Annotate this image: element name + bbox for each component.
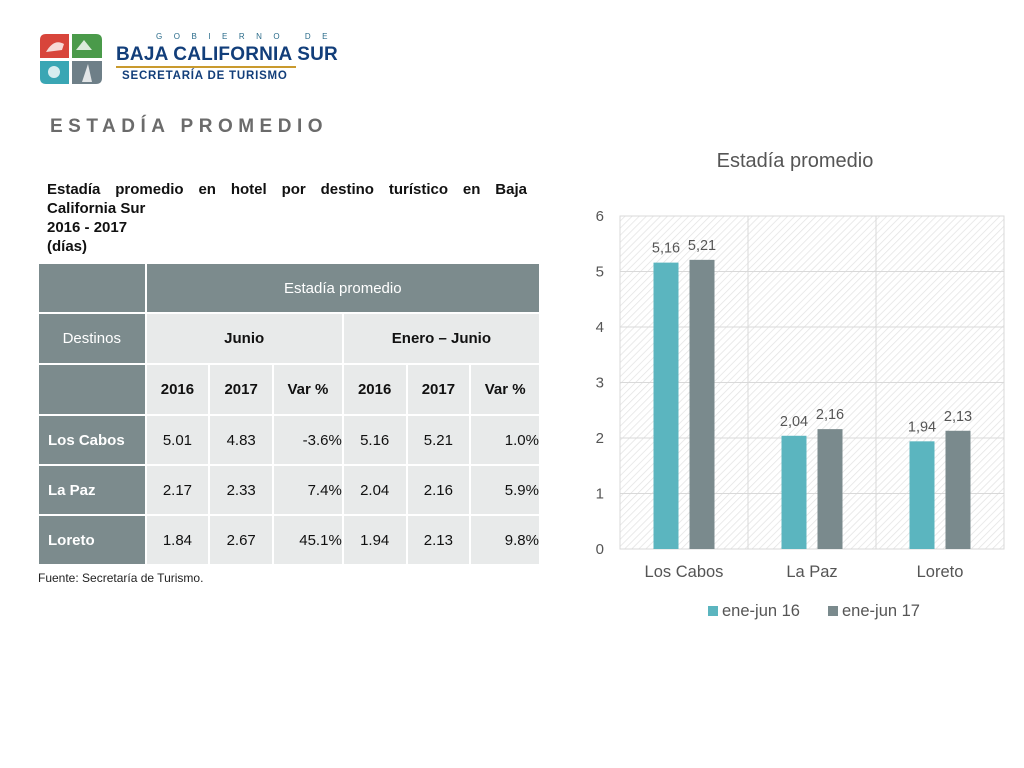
subheader-cell: 2016 — [341, 363, 408, 416]
caption-line-1: Estadía promedio en hotel por destino tu… — [47, 181, 527, 198]
table-cell: 9.8% — [469, 514, 541, 566]
group-header-cell: Estadía promedio — [144, 262, 542, 314]
table-cell: 1.0% — [469, 414, 541, 466]
legend-label: ene-jun 17 — [842, 602, 920, 620]
table-cell: 5.16 — [341, 414, 408, 466]
data-label: 5,16 — [652, 241, 680, 257]
chart-title: Estadía promedio — [716, 150, 874, 172]
table-cell: 2.16 — [405, 464, 472, 516]
y-tick-label: 5 — [596, 264, 604, 281]
caption-line-3: 2016 - 2017 — [47, 219, 128, 236]
row-destination-label: Loreto — [37, 514, 147, 566]
table-cell: 2.13 — [405, 514, 472, 566]
x-tick-label: La Paz — [786, 563, 837, 581]
logo-emblem-icon — [40, 34, 102, 84]
y-tick-label: 2 — [596, 430, 604, 447]
bars: 5,16 5,21 2,04 2,16 1,94 2,13 — [652, 238, 972, 549]
bar — [909, 441, 935, 549]
subheader-cell: 2016 — [144, 363, 211, 416]
legend-label: ene-jun 16 — [722, 602, 800, 620]
table-group-header-row: Estadía promedio — [37, 262, 542, 314]
data-label: 2,13 — [944, 409, 972, 425]
table-caption: Estadía promedio en hotel por destino tu… — [47, 180, 527, 256]
y-tick-label: 3 — [596, 375, 604, 392]
government-logo: GOBIERNO DE BAJA CALIFORNIA SUR SECRETAR… — [36, 30, 338, 90]
x-tick-label: Los Cabos — [645, 563, 724, 581]
data-label: 5,21 — [688, 238, 716, 254]
subheader-empty-cell — [37, 363, 147, 416]
table-corner-cell — [37, 262, 147, 314]
period-junio-header: Junio — [144, 312, 344, 365]
y-tick-label: 6 — [596, 208, 604, 225]
y-axis-ticks: 0 1 2 3 4 5 6 — [596, 208, 604, 558]
bar — [817, 429, 843, 549]
bar — [945, 430, 971, 549]
table-cell: -3.6% — [272, 414, 344, 466]
row-destination-label: La Paz — [37, 464, 147, 516]
destinos-header: Destinos — [37, 312, 147, 365]
table-period-row: Destinos Junio Enero – Junio — [37, 312, 542, 365]
table-cell: 1.94 — [341, 514, 408, 566]
legend-swatch — [828, 606, 838, 616]
bar-chart: 0 1 2 3 4 5 6 5,16 5,21 2,04 2,16 1,94 2,13 Los Cab… — [596, 208, 1005, 620]
table-cell: 5.21 — [405, 414, 472, 466]
data-label: 2,04 — [780, 414, 808, 430]
logo-gov-text: GOBIERNO DE — [156, 32, 339, 41]
legend-swatch — [708, 606, 718, 616]
subheader-cell: 2017 — [208, 363, 275, 416]
table-cell: 2.33 — [208, 464, 275, 516]
subheader-cell: 2017 — [405, 363, 472, 416]
x-tick-label: Loreto — [917, 563, 964, 581]
table-cell: 5.9% — [469, 464, 541, 516]
table-subheader-row: 2016 2017 Var % 2016 2017 Var % — [37, 363, 541, 416]
grid-lines — [620, 215, 1004, 550]
bar — [653, 262, 679, 549]
table-cell: 1.84 — [144, 514, 211, 566]
table-row: Loreto 1.84 2.67 45.1% 1.94 2.13 9.8% — [37, 514, 541, 566]
table-cell: 2.67 — [208, 514, 275, 566]
table-cell: 2.04 — [341, 464, 408, 516]
caption-line-4: (días) — [47, 238, 88, 255]
table-cell: 5.01 — [144, 414, 211, 466]
bar — [781, 435, 807, 549]
logo-state-text: BAJA CALIFORNIA SUR — [116, 44, 338, 65]
subheader-cell: Var % — [272, 363, 344, 416]
y-tick-label: 0 — [596, 541, 604, 558]
caption-line-2: California Sur — [47, 200, 146, 217]
subheader-cell: Var % — [469, 363, 541, 416]
logo-divider — [116, 66, 296, 68]
x-axis-ticks: Los Cabos La Paz Loreto — [645, 563, 964, 581]
table-cell: 45.1% — [272, 514, 344, 566]
data-label: 2,16 — [816, 407, 844, 423]
table-cell: 4.83 — [208, 414, 275, 466]
table-cell: 2.17 — [144, 464, 211, 516]
y-tick-label: 4 — [596, 319, 604, 336]
logo-secretaria-text: SECRETARÍA DE TURISMO — [122, 70, 288, 82]
table-row: La Paz 2.17 2.33 7.4% 2.04 2.16 5.9% — [37, 464, 541, 516]
table-cell: 7.4% — [272, 464, 344, 516]
table-row: Los Cabos 5.01 4.83 -3.6% 5.16 5.21 1.0% — [37, 414, 541, 466]
data-label: 1,94 — [908, 419, 936, 435]
bar — [689, 259, 715, 549]
legend: ene-jun 16 ene-jun 17 — [708, 602, 920, 620]
stay-table: Estadía promedio Destinos Junio Enero – … — [37, 262, 542, 566]
row-destination-label: Los Cabos — [37, 414, 147, 466]
y-tick-label: 1 — [596, 486, 604, 503]
section-title: ESTADÍA PROMEDIO — [50, 116, 329, 137]
period-enero-junio-header: Enero – Junio — [341, 312, 542, 365]
source-note: Fuente: Secretaría de Turismo. — [38, 571, 204, 585]
